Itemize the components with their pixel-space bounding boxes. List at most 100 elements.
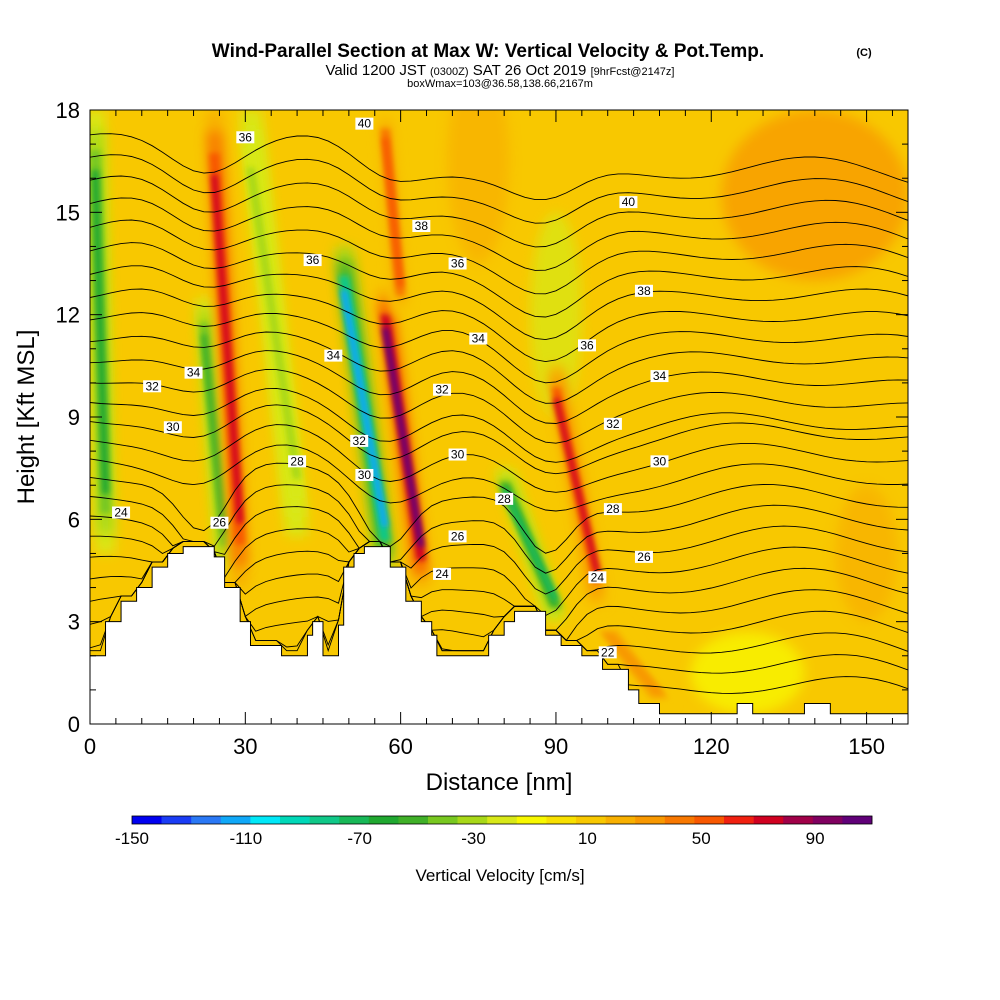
colorbar-tick-label: 10 [578, 829, 597, 848]
isentrope-line [90, 444, 908, 512]
contour-labels: 22 24 24 24 26 26 26 28 28 28 30 30 30 30 32 32 32 32 34 34… [112, 117, 669, 659]
contour-label: 34 [653, 369, 667, 383]
contour-label-bg [355, 468, 374, 481]
colorbar-swatch [191, 816, 222, 824]
contour-label-bg [355, 117, 374, 130]
y-tick-label: 12 [56, 303, 80, 328]
contour-label: 36 [239, 130, 253, 144]
contour-label: 30 [653, 454, 667, 468]
velocity-band-6-level-3 [381, 137, 404, 288]
valid-utc: (0300Z) [430, 66, 469, 78]
valid-prefix: Valid 1200 JST [325, 62, 425, 79]
contour-label: 24 [591, 570, 605, 584]
contour-label-bg [650, 370, 669, 383]
isentrope-line [90, 312, 908, 384]
x-axis: 0 30 60 90 120 150 [84, 110, 893, 759]
velocity-band-2-level-3 [210, 174, 244, 524]
contour-label: 24 [435, 567, 449, 581]
contour-label-bg [112, 506, 131, 519]
isentrope-line [90, 154, 908, 224]
isentrope-line [90, 387, 908, 463]
contour-label: 40 [358, 117, 372, 131]
contour-label-bg [448, 257, 467, 270]
isentrope-line [90, 242, 908, 318]
x-tick-label: 90 [544, 734, 568, 759]
contour-label: 36 [580, 338, 594, 352]
velocity-region-0 [721, 110, 908, 281]
contour-label-bg [324, 349, 343, 362]
colorbar-swatch [132, 816, 162, 824]
contour-label: 36 [306, 253, 320, 267]
copyright-mark: (C) [856, 47, 872, 59]
colorbar-tick-label: 90 [806, 829, 825, 848]
x-tick-label: 0 [84, 734, 96, 759]
x-tick-label: 60 [388, 734, 412, 759]
contour-label: 30 [451, 448, 465, 462]
contour-label: 32 [353, 434, 367, 448]
x-tick-label: 30 [233, 734, 257, 759]
contour-label-bg [303, 254, 322, 267]
chart-title: Wind-Parallel Section at Max W: Vertical… [212, 41, 764, 62]
isentrope-line [90, 331, 908, 404]
contour-label-bg [578, 339, 597, 352]
isentrope-line [90, 528, 908, 617]
colorbar-swatch [516, 816, 547, 824]
y-tick-label: 15 [56, 200, 80, 225]
contour-label: 26 [213, 516, 227, 530]
contour-label: 32 [606, 417, 620, 431]
isentrope-line [90, 506, 908, 595]
isentrope-line [90, 368, 908, 444]
colorbar-swatch [457, 816, 488, 824]
colorbar-tick-label: -70 [347, 829, 372, 848]
colorbar-swatch [664, 816, 695, 824]
contour-label-bg [588, 571, 607, 584]
x-tick-label: 150 [848, 734, 885, 759]
colorbar-swatch [280, 816, 310, 824]
colorbar-swatch [250, 816, 281, 824]
contour-label-bg [210, 516, 229, 529]
colorbar-swatch [753, 816, 784, 824]
velocity-region-4 [835, 485, 898, 622]
contour-label-bg [650, 455, 669, 468]
contour-label-bg [634, 550, 653, 563]
colorbar-label: Vertical Velocity [cm/s] [415, 866, 584, 885]
colorbar-swatch [783, 816, 814, 824]
colorbar-swatch [368, 816, 399, 824]
contour-label: 28 [497, 492, 511, 506]
colorbar-swatch [339, 816, 370, 824]
contour-label: 34 [327, 349, 341, 363]
box-info: boxWmax=103@36.58,138.66,2167m [407, 78, 593, 90]
contour-label: 32 [145, 379, 159, 393]
colorbar-swatch [309, 816, 340, 824]
contour-label-bg [433, 383, 452, 396]
velocity-band-4-level-3 [340, 290, 389, 527]
y-tick-label: 9 [68, 405, 80, 430]
contour-label: 38 [415, 219, 429, 233]
contour-label-bg [448, 448, 467, 461]
contour-label-bg [412, 219, 431, 232]
contour-label: 28 [290, 454, 304, 468]
colorbar-swatch [724, 816, 754, 824]
colorbar-swatch [161, 816, 192, 824]
isentrope-line [90, 197, 908, 271]
valid-date: SAT 26 Oct 2019 [473, 62, 587, 79]
colorbar-ticks: -150 -110 -70 -30 10 50 90 [115, 829, 825, 848]
contour-label-bg [619, 196, 638, 209]
valid-time-line: Valid 1200 JST (0300Z) SAT 26 Oct 2019 [… [325, 62, 674, 79]
contour-label: 34 [472, 332, 486, 346]
velocity-band-9-level-3 [601, 633, 666, 696]
y-axis-label: Height [Kft MSL] [13, 330, 40, 505]
contour-label: 22 [601, 645, 615, 659]
y-tick-label: 6 [68, 507, 80, 532]
isentrope-line [90, 404, 908, 475]
contour-label-bg [603, 503, 622, 516]
colorbar-tick-label: -150 [115, 829, 149, 848]
colorbar-frame [131, 815, 873, 825]
isentrope-line [90, 424, 908, 493]
contour-label-bg [433, 567, 452, 580]
colorbar-swatch [812, 816, 843, 824]
isentrope-line [90, 219, 908, 295]
contour-label: 28 [606, 502, 620, 516]
